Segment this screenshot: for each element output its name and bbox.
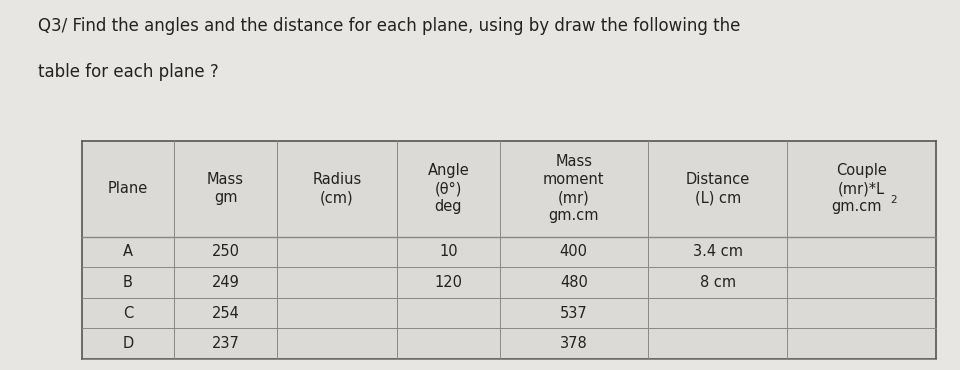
- Text: C: C: [123, 306, 133, 320]
- Text: 400: 400: [560, 245, 588, 259]
- Text: Distance: Distance: [685, 172, 750, 187]
- Text: 120: 120: [435, 275, 463, 290]
- Text: (L) cm: (L) cm: [695, 190, 741, 205]
- Text: (mr)*L: (mr)*L: [838, 181, 885, 196]
- Text: 237: 237: [211, 336, 239, 351]
- Text: table for each plane ?: table for each plane ?: [38, 63, 219, 81]
- Text: B: B: [123, 275, 133, 290]
- Text: 3.4 cm: 3.4 cm: [693, 245, 743, 259]
- Text: Radius: Radius: [312, 172, 362, 187]
- Text: 537: 537: [560, 306, 588, 320]
- Text: A: A: [123, 245, 133, 259]
- Text: 254: 254: [211, 306, 239, 320]
- Text: (cm): (cm): [321, 190, 354, 205]
- Text: gm: gm: [214, 190, 237, 205]
- Bar: [82, 141, 936, 359]
- Text: Mass: Mass: [207, 172, 244, 187]
- Text: 378: 378: [560, 336, 588, 351]
- Text: 250: 250: [211, 245, 240, 259]
- Text: 480: 480: [560, 275, 588, 290]
- Text: Plane: Plane: [108, 181, 148, 196]
- Text: 249: 249: [211, 275, 239, 290]
- Text: gm.cm: gm.cm: [548, 208, 599, 223]
- Text: (θ°): (θ°): [435, 181, 462, 196]
- Text: moment: moment: [543, 172, 605, 187]
- Text: 2: 2: [890, 195, 897, 205]
- Text: gm.cm: gm.cm: [831, 199, 882, 214]
- Text: deg: deg: [435, 199, 462, 214]
- Text: D: D: [123, 336, 133, 351]
- Text: Q3/ Find the angles and the distance for each plane, using by draw the following: Q3/ Find the angles and the distance for…: [38, 17, 741, 35]
- Text: (mr): (mr): [558, 190, 589, 205]
- Text: 8 cm: 8 cm: [700, 275, 735, 290]
- Text: Mass: Mass: [555, 155, 592, 169]
- Text: 10: 10: [439, 245, 458, 259]
- Text: Angle: Angle: [427, 164, 469, 178]
- Text: Couple: Couple: [836, 164, 887, 178]
